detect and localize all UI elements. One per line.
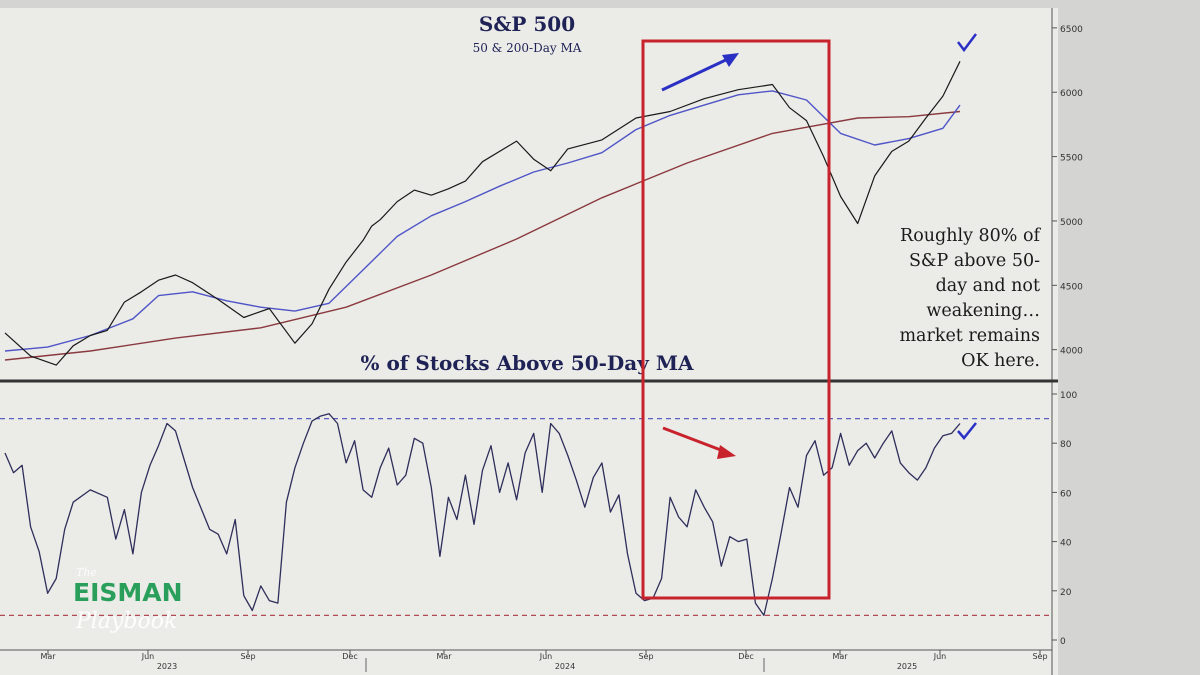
x-tick-label: Jun: [933, 652, 947, 661]
x-tick-label: Mar: [40, 652, 56, 661]
checkmark-icon: [957, 33, 977, 53]
down-arrow: [662, 426, 736, 459]
x-year-label: 2024: [555, 662, 575, 671]
sp500-line: [4, 61, 961, 366]
y-tick-labels: 4000 4500 5000 5500 6000 6500 0 20 40 60 80 100: [1052, 25, 1083, 647]
x-tick-labels: Mar Jun Sep Dec Mar Jun Sep Dec Mar Jun Sep 2023 202…: [40, 650, 1048, 672]
y-tick-label: 6000: [1060, 89, 1083, 99]
x-tick-label: Dec: [738, 652, 753, 661]
ma50-line: [4, 90, 961, 352]
x-tick-label: Sep: [240, 652, 255, 661]
chart-title: S&P 500: [479, 12, 575, 36]
y-tick-label: 80: [1060, 440, 1072, 450]
watermark-logo: The EISMAN Playbook: [73, 566, 183, 634]
up-arrow: [661, 53, 739, 92]
annotation-line: weakening…: [926, 301, 1040, 321]
chart-subtitle: 50 & 200-Day MA: [473, 41, 582, 55]
breadth-line: [4, 413, 961, 617]
x-tick-label: Dec: [342, 652, 357, 661]
annotation-line: Roughly 80% of: [900, 226, 1041, 246]
y-tick-label: 6500: [1060, 25, 1083, 35]
y-tick-label: 4000: [1060, 347, 1083, 357]
y-tick-label: 4500: [1060, 282, 1083, 292]
plot-panel: [0, 8, 1058, 675]
reference-lines: [0, 418, 1052, 617]
watermark-the: The: [76, 566, 97, 579]
x-tick-label: Sep: [638, 652, 653, 661]
x-tick-label: Jun: [141, 652, 155, 661]
x-tick-label: Sep: [1032, 652, 1047, 661]
watermark-brand: EISMAN: [73, 578, 183, 607]
watermark-playbook: Playbook: [75, 609, 177, 634]
y-tick-label: 100: [1060, 391, 1077, 401]
annotation-line: S&P above 50-: [909, 251, 1040, 271]
y-tick-label: 20: [1060, 588, 1072, 598]
y-tick-label: 40: [1060, 539, 1072, 549]
annotation-text: Roughly 80% of S&P above 50- day and not…: [899, 226, 1041, 371]
highlight-box: [641, 39, 831, 600]
annotation-line: OK here.: [961, 351, 1040, 371]
y-tick-label: 0: [1060, 637, 1066, 647]
ma200-line: [4, 110, 961, 361]
x-tick-label: Jun: [539, 652, 553, 661]
annotation-line: day and not: [936, 276, 1040, 296]
x-year-label: 2025: [897, 662, 917, 671]
checkmark-icon: [957, 422, 977, 440]
price-series-group: [4, 61, 961, 366]
y-tick-label: 60: [1060, 489, 1072, 499]
annotation-line: market remains: [899, 326, 1040, 346]
x-tick-label: Mar: [832, 652, 848, 661]
breadth-panel-title: % of Stocks Above 50-Day MA: [361, 351, 694, 375]
breadth-series-group: [4, 413, 961, 617]
x-year-label: 2023: [157, 662, 177, 671]
x-tick-label: Mar: [436, 652, 452, 661]
y-tick-label: 5500: [1060, 154, 1083, 164]
y-tick-label: 5000: [1060, 218, 1083, 228]
